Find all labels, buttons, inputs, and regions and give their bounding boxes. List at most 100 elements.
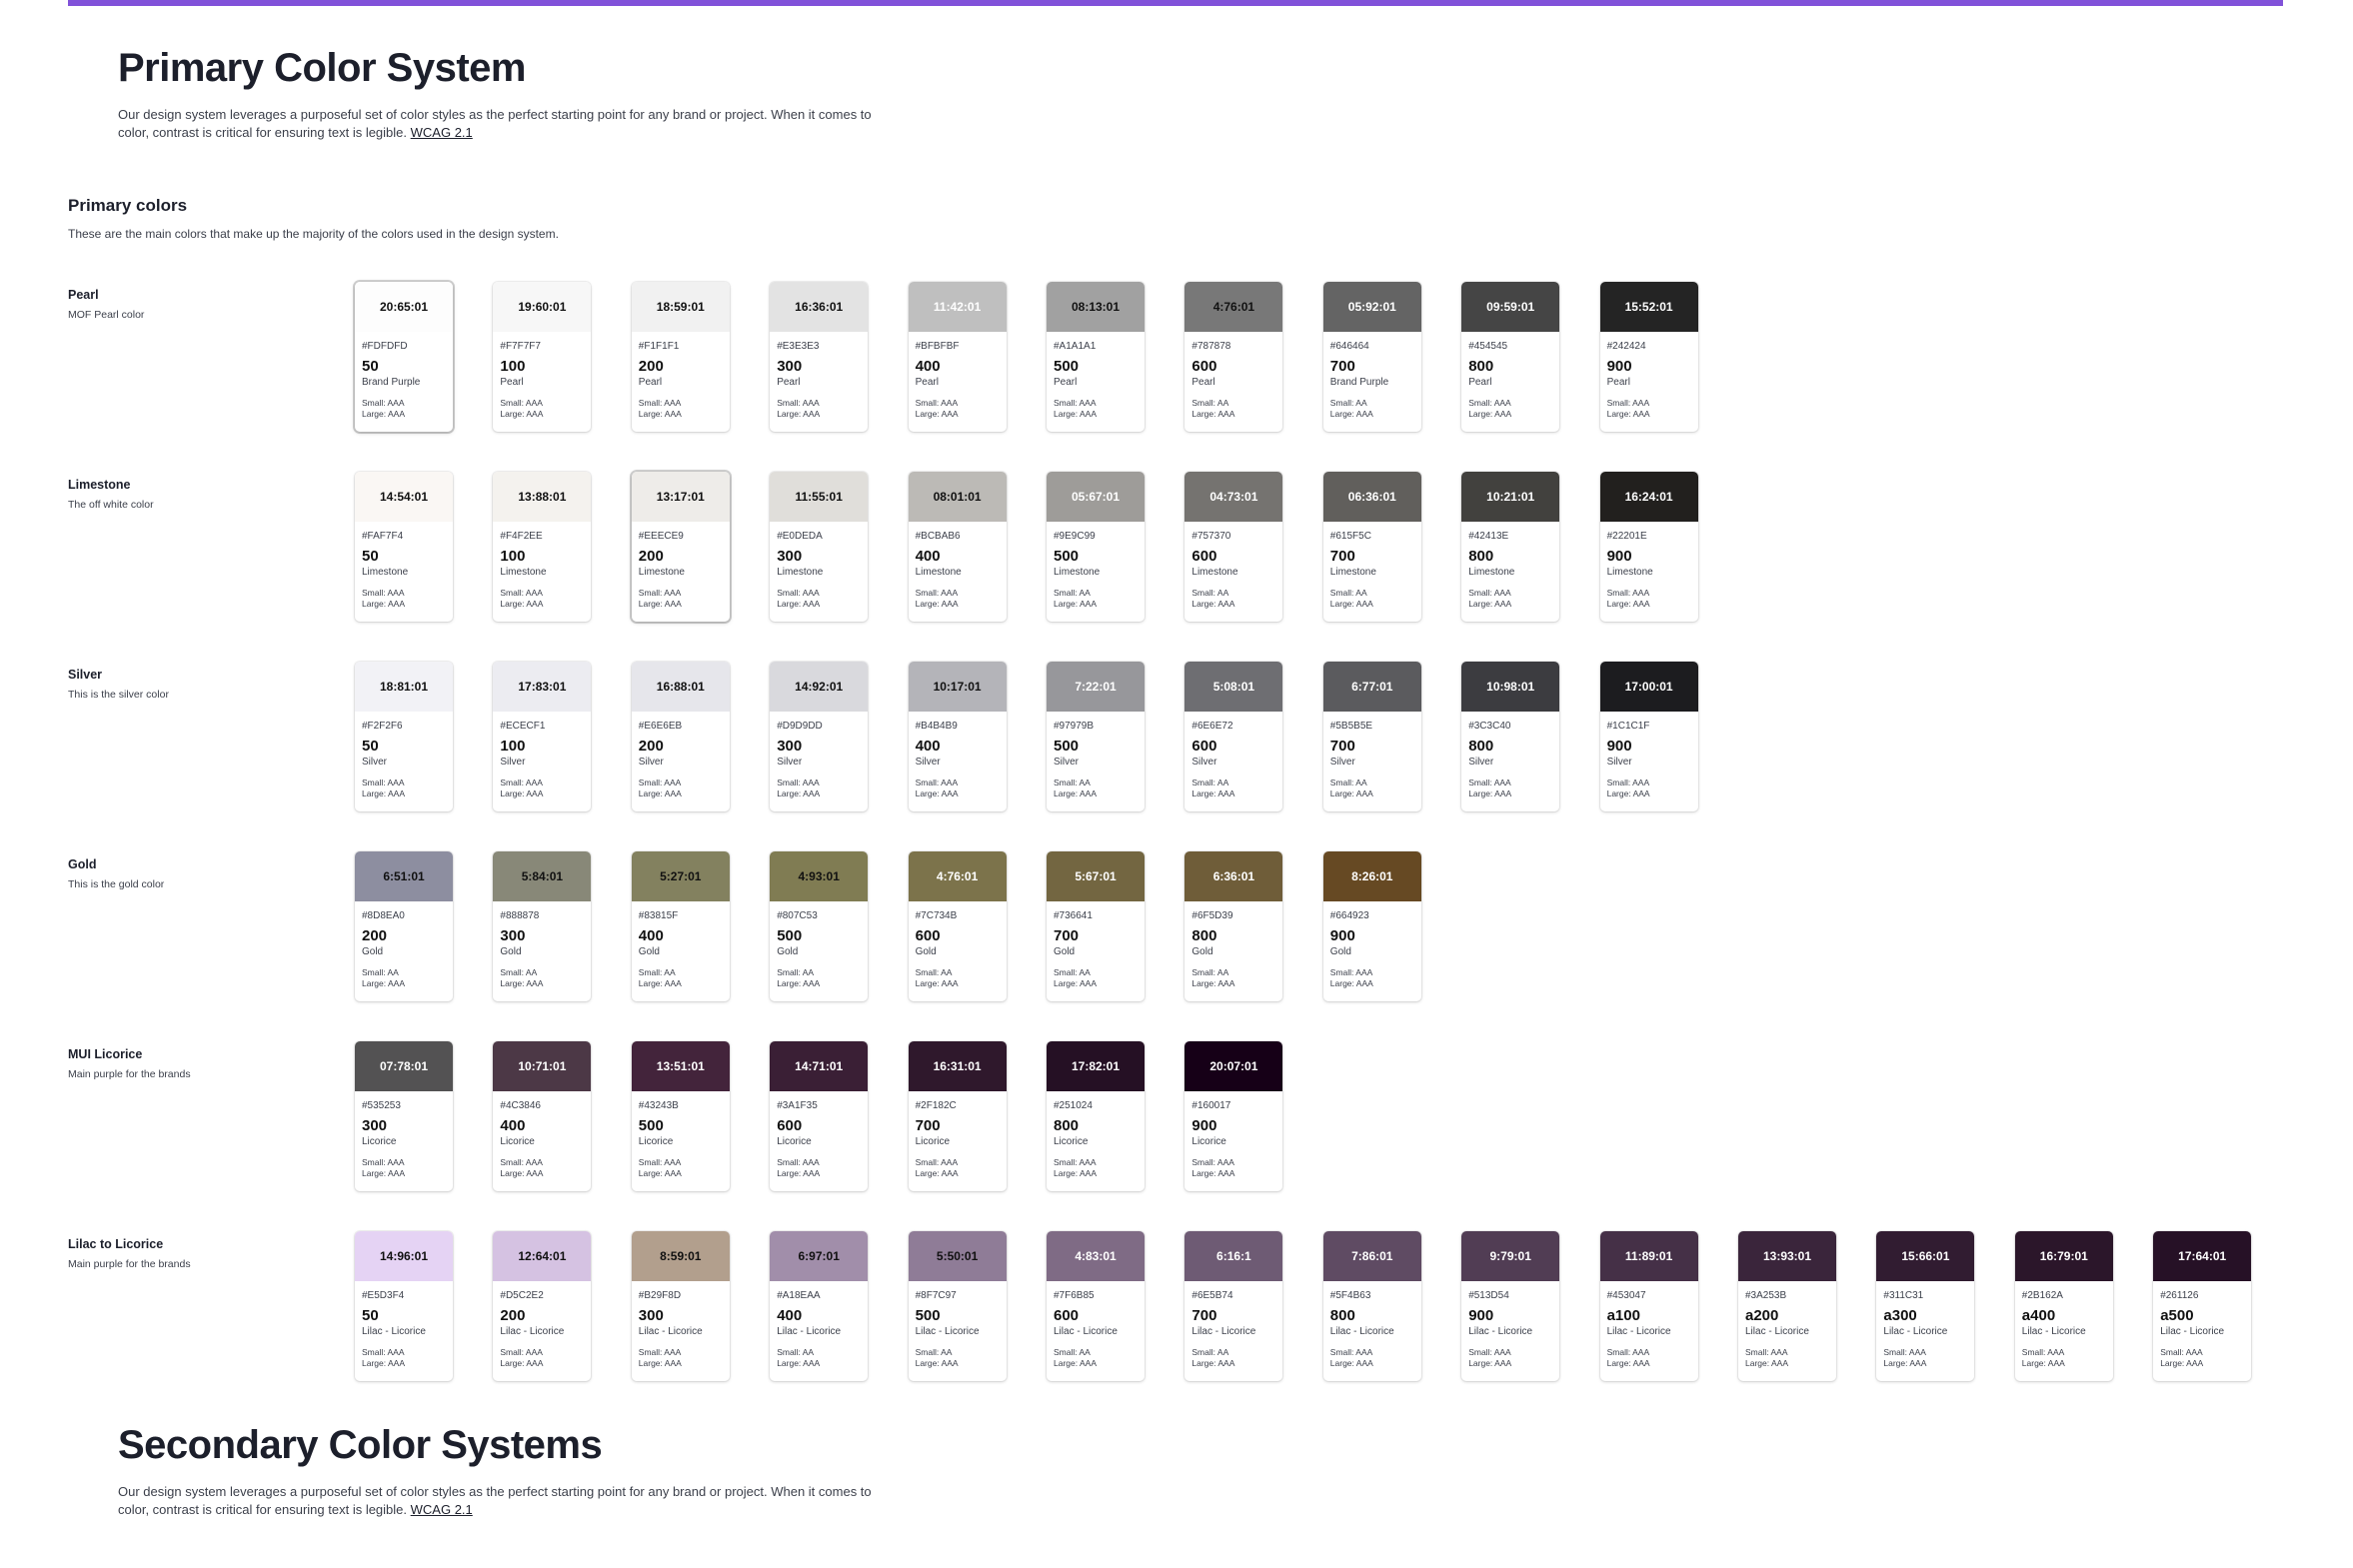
color-swatch-card[interactable]: 7:86:01 #5F4B63 800 Lilac - Licorice Small: … [1322, 1231, 1421, 1381]
color-swatch-card[interactable]: 16:36:01 #E3E3E3 300 Pearl Small: AAA Large: … [770, 282, 869, 432]
color-swatch-card[interactable]: 08:01:01 #BCBAB6 400 Limestone Small: AAA Lar… [908, 472, 1007, 622]
hex-code: #160017 [1191, 1100, 1231, 1111]
color-swatch-card[interactable]: 16:24:01 #22201E 900 Limestone Small: AAA Lar… [1599, 472, 1698, 622]
color-swatch-card[interactable]: 16:31:01 #2F182C 700 Licorice Small: AAA Larg… [908, 1041, 1007, 1191]
color-swatch-card[interactable]: 17:64:01 #261126 a500 Lilac - Licorice Small… [2153, 1231, 2252, 1381]
color-name: Pearl [1191, 377, 1215, 388]
color-swatch-card[interactable]: 16:79:01 #2B162A a400 Lilac - Licorice Small… [2014, 1231, 2113, 1381]
color-swatch-card[interactable]: 6:51:01 #8D8EA0 200 Gold Small: AA Large: AAA [355, 851, 453, 1001]
palette-row: Gold This is the gold color 6:51:01 #8D8EA0… [0, 851, 2353, 1011]
shade-number: 900 [1329, 927, 1355, 944]
small-text-rating: Small: AA [1054, 1347, 1091, 1357]
color-swatch-card[interactable]: 9:79:01 #513D54 900 Lilac - Licorice Small: … [1461, 1231, 1560, 1381]
color-swatch-card[interactable]: 09:59:01 #454545 800 Pearl Small: AAA Large: … [1461, 282, 1560, 432]
palette-description: Main purple for the brands [68, 1258, 191, 1270]
swatch-meta: #3A1F35 600 Licorice Small: AAA Large: AAA [770, 1091, 868, 1179]
color-swatch-card[interactable]: 8:26:01 #664923 900 Gold Small: AAA Large: AA… [1322, 851, 1421, 1001]
secondary-wcag-link[interactable]: WCAG 2.1 [410, 1502, 473, 1517]
color-swatch-card[interactable]: 5:67:01 #736641 700 Gold Small: AA Large: AAA [1047, 851, 1145, 1001]
contrast-ratings: Small: AAA Large: AAA [639, 588, 723, 610]
color-swatch-card[interactable]: 5:08:01 #6E6E72 600 Silver Small: AA Large: A… [1184, 662, 1283, 811]
color-swatch-card[interactable]: 10:21:01 #42413E 800 Limestone Small: AAA Lar… [1461, 472, 1560, 622]
hex-code: #D5C2E2 [500, 1290, 544, 1301]
color-name: Silver [1468, 757, 1494, 768]
color-swatch-card[interactable]: 17:82:01 #251024 800 Licorice Small: AAA Larg… [1047, 1041, 1145, 1191]
color-swatch-card[interactable]: 17:00:01 #1C1C1F 900 Silver Small: AAA Large:… [1599, 662, 1698, 811]
color-swatch-card[interactable]: 11:42:01 #BFBFBF 400 Pearl Small: AAA Large: … [908, 282, 1007, 432]
color-swatch-card[interactable]: 05:67:01 #9E9C99 500 Limestone Small: AA Larg… [1047, 472, 1145, 622]
color-swatch-card[interactable]: 4:76:01 #7C734B 600 Gold Small: AA Large: AAA [908, 851, 1007, 1001]
color-swatch-card[interactable]: 13:93:01 #3A253B a200 Lilac - Licorice Small… [1738, 1231, 1836, 1381]
color-swatch-card[interactable]: 18:81:01 #F2F2F6 50 Silver Small: AAA Large: … [355, 662, 453, 811]
color-swatch-card[interactable]: 6:97:01 #A18EAA 400 Lilac - Licorice Small: … [770, 1231, 869, 1381]
primary-header: Primary Color System Our design system l… [118, 44, 878, 142]
swatch-meta: #6E6E72 600 Silver Small: AA Large: AAA [1184, 712, 1282, 799]
shade-number: 900 [1191, 1117, 1217, 1134]
contrast-ratings: Small: AAA Large: AAA [362, 1157, 446, 1179]
color-swatch-card[interactable]: 4:83:01 #7F6B85 600 Lilac - Licorice Small: … [1047, 1231, 1145, 1381]
color-swatch-card[interactable]: 6:36:01 #6F5D39 800 Gold Small: AA Large: AAA [1184, 851, 1283, 1001]
color-swatch-card[interactable]: 12:64:01 #D5C2E2 200 Lilac - Licorice Small:… [493, 1231, 592, 1381]
contrast-ratings: Small: AA Large: AAA [1191, 778, 1275, 799]
contrast-ratings: Small: AAA Large: AAA [777, 778, 861, 799]
color-swatch-card[interactable]: 08:13:01 #A1A1A1 500 Pearl Small: AAA Large: … [1047, 282, 1145, 432]
hex-code: #2F182C [915, 1100, 957, 1111]
color-swatch-card[interactable]: 10:98:01 #3C3C40 800 Silver Small: AAA Large:… [1461, 662, 1560, 811]
color-swatch-card[interactable]: 04:73:01 #757370 600 Limestone Small: AA Larg… [1184, 472, 1283, 622]
contrast-ratings: Small: AAA Large: AAA [916, 398, 1000, 420]
color-swatch-card[interactable]: 10:17:01 #B4B4B9 400 Silver Small: AAA Large:… [908, 662, 1007, 811]
color-swatch-card[interactable]: 14:71:01 #3A1F35 600 Licorice Small: AAA Larg… [770, 1041, 869, 1191]
color-swatch-card[interactable]: 18:59:01 #F1F1F1 200 Pearl Small: AAA Large: … [631, 282, 730, 432]
small-text-rating: Small: AAA [500, 588, 543, 598]
color-swatch-card[interactable]: 5:50:01 #8F7C97 500 Lilac - Licorice Small: … [908, 1231, 1007, 1381]
palette-row: Silver This is the silver color 18:81:01 #F… [0, 662, 2353, 821]
color-swatch-card[interactable]: 15:52:01 #242424 900 Pearl Small: AAA Large: … [1599, 282, 1698, 432]
color-swatch-card[interactable]: 13:17:01 #EEECE9 200 Limestone Small: AAA Lar… [631, 472, 730, 622]
color-swatch-card[interactable]: 16:88:01 #E6E6EB 200 Silver Small: AAA Large:… [631, 662, 730, 811]
contrast-ratings: Small: AA Large: AAA [777, 1347, 861, 1369]
color-swatch-card[interactable]: 4:76:01 #787878 600 Pearl Small: AA Large: AA… [1184, 282, 1283, 432]
color-swatch: 4:76:01 [908, 851, 1007, 901]
color-swatch-card[interactable]: 14:96:01 #E5D3F4 50 Lilac - Licorice Small: … [355, 1231, 453, 1381]
shade-number: 500 [777, 927, 803, 944]
color-swatch-card[interactable]: 6:77:01 #5B5B5E 700 Silver Small: AA Large: A… [1322, 662, 1421, 811]
color-swatch-card[interactable]: 20:07:01 #160017 900 Licorice Small: AAA Larg… [1184, 1041, 1283, 1191]
color-swatch-card[interactable]: 11:89:01 #453047 a100 Lilac - Licorice Small… [1599, 1231, 1698, 1381]
hex-code: #646464 [1329, 341, 1369, 352]
color-swatch-card[interactable]: 5:27:01 #83815F 400 Gold Small: AA Large: AAA [631, 851, 730, 1001]
color-swatch-card[interactable]: 7:22:01 #97979B 500 Silver Small: AA Large: A… [1047, 662, 1145, 811]
color-swatch-card[interactable]: 5:84:01 #888878 300 Gold Small: AA Large: AAA [493, 851, 592, 1001]
color-swatch-card[interactable]: 14:92:01 #D9D9DD 300 Silver Small: AAA Large:… [770, 662, 869, 811]
contrast-ratings: Small: AA Large: AAA [916, 967, 1000, 989]
contrast-ratings: Small: AA Large: AAA [1330, 778, 1414, 799]
color-name: Brand Purple [362, 377, 421, 388]
swatch-meta: #42413E 800 Limestone Small: AAA Large: AAA [1461, 522, 1559, 610]
hex-code: #E5D3F4 [362, 1290, 405, 1301]
color-swatch-card[interactable]: 4:93:01 #807C53 500 Gold Small: AA Large: AAA [770, 851, 869, 1001]
color-swatch-card[interactable]: 19:60:01 #F7F7F7 100 Pearl Small: AAA Large: … [493, 282, 592, 432]
color-swatch-card[interactable]: 06:36:01 #615F5C 700 Limestone Small: AA Larg… [1322, 472, 1421, 622]
color-swatch-card[interactable]: 6:16:1 #6E5B74 700 Lilac - Licorice Small: A… [1184, 1231, 1283, 1381]
color-name: Silver [362, 757, 388, 768]
shade-number: 200 [638, 738, 664, 755]
color-swatch-card[interactable]: 10:71:01 #4C3846 400 Licorice Small: AAA Larg… [493, 1041, 592, 1191]
wcag-link[interactable]: WCAG 2.1 [410, 125, 473, 140]
shade-number: 700 [1191, 1307, 1217, 1324]
large-text-rating: Large: AAA [1191, 409, 1235, 419]
color-swatch: 14:92:01 [770, 662, 869, 712]
small-text-rating: Small: AAA [915, 588, 959, 598]
color-swatch-card[interactable]: 13:51:01 #43243B 500 Licorice Small: AAA Larg… [631, 1041, 730, 1191]
color-swatch-card[interactable]: 07:78:01 #535253 300 Licorice Small: AAA Larg… [355, 1041, 453, 1191]
color-swatch-card[interactable]: 17:83:01 #ECECF1 100 Silver Small: AAA Large:… [493, 662, 592, 811]
color-swatch-card[interactable]: 13:88:01 #F4F2EE 100 Limestone Small: AAA Lar… [493, 472, 592, 622]
color-swatch-card[interactable]: 11:55:01 #E0DEDA 300 Limestone Small: AAA Lar… [770, 472, 869, 622]
color-swatch-card[interactable]: 05:92:01 #646464 700 Brand Purple Small: AA L… [1322, 282, 1421, 432]
color-swatch-card[interactable]: 15:66:01 #311C31 a300 Lilac - Licorice Small… [1876, 1231, 1975, 1381]
color-swatch-card[interactable]: 20:65:01 #FDFDFD 50 Brand Purple Small: AAA L… [355, 282, 453, 432]
swatch-meta: #B29F8D 300 Lilac - Licorice Small: AAA Larg… [632, 1281, 730, 1369]
color-swatch-card[interactable]: 8:59:01 #B29F8D 300 Lilac - Licorice Small: … [631, 1231, 730, 1381]
color-swatch-card[interactable]: 14:54:01 #FAF7F4 50 Limestone Small: AAA Larg… [355, 472, 453, 622]
hex-code: #888878 [500, 910, 540, 921]
contrast-ratings: Small: AAA Large: AAA [1607, 588, 1691, 610]
shade-number: 400 [638, 927, 664, 944]
